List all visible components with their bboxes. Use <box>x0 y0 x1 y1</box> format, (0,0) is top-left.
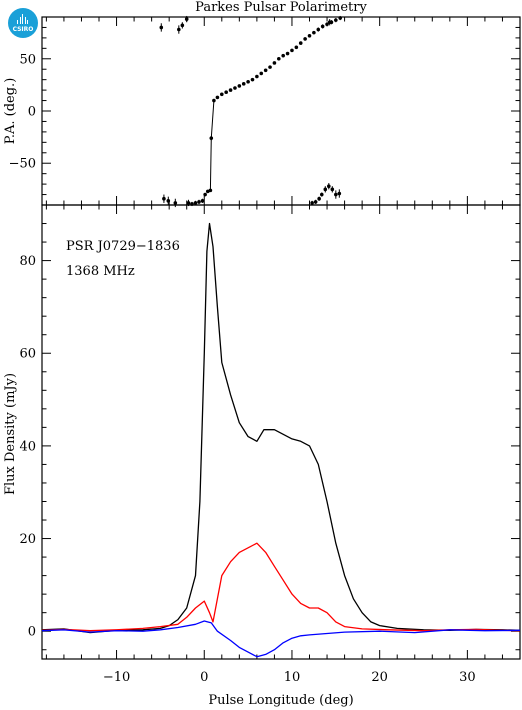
profile-y-tick-label: 60 <box>19 347 36 362</box>
chart-title: Parkes Pulsar Polarimetry <box>195 0 367 15</box>
pa-point <box>313 200 318 204</box>
pa-point <box>177 27 181 32</box>
pa-point <box>334 18 338 22</box>
pa-point <box>180 23 185 28</box>
pa-frame <box>41 16 521 206</box>
pa-y-tick-label: 0 <box>28 105 36 120</box>
pa-point <box>320 24 325 29</box>
pa-point <box>250 77 255 82</box>
pa-point <box>263 68 268 73</box>
pa-panel: −50 0 50 P.A. (deg.) <box>3 15 521 208</box>
pa-point <box>166 199 171 203</box>
linear-polarization-line <box>41 542 521 632</box>
profile-x-tick-label: 20 <box>371 670 388 685</box>
logo-bars-icon <box>17 14 29 24</box>
pa-axis-label: P.A. (deg.) <box>3 78 18 145</box>
pa-point <box>317 196 321 201</box>
pa-point <box>193 201 198 205</box>
pa-point <box>184 17 189 21</box>
pa-point <box>228 88 233 92</box>
pa-point <box>233 86 237 90</box>
profile-x-tick-label: −10 <box>103 670 130 685</box>
pa-point <box>338 16 343 20</box>
pa-point <box>330 187 335 192</box>
pa-point <box>272 61 277 65</box>
pa-point <box>259 71 264 76</box>
csiro-logo: CSIRO <box>8 8 38 38</box>
pa-point <box>312 30 316 35</box>
pa-point <box>325 22 329 27</box>
pa-jump-line <box>209 100 215 191</box>
pa-point <box>237 84 242 88</box>
profile-x-tick-label: 10 <box>284 670 301 685</box>
pa-point <box>241 82 246 86</box>
pa-y-tick-label: −50 <box>9 157 36 172</box>
profile-y-tick-label: 80 <box>19 254 36 269</box>
total-intensity-line <box>41 222 521 634</box>
pa-y-tick-label: 50 <box>19 52 36 67</box>
profile-panel: 0 20 40 60 80 −10 0 10 20 30 Flux Density (mJy) P… <box>3 204 521 708</box>
pa-point <box>159 25 164 30</box>
pa-point <box>316 27 321 32</box>
pa-point <box>334 192 338 197</box>
pa-point <box>294 45 299 50</box>
pa-point <box>327 184 331 188</box>
profile-x-tick-label: 0 <box>200 670 208 685</box>
pa-point <box>303 37 307 41</box>
pa-point <box>337 191 342 196</box>
pa-point <box>162 196 166 201</box>
pa-point <box>224 90 228 94</box>
pa-point <box>246 79 250 84</box>
pa-point <box>281 53 285 58</box>
profile-frame <box>41 204 521 660</box>
pa-point <box>285 51 290 56</box>
profile-x-tick-label: 30 <box>459 670 476 685</box>
pulsar-name-label: PSR J0729−1836 <box>66 239 180 254</box>
pa-point <box>268 65 272 69</box>
pa-point <box>310 201 314 205</box>
pa-point <box>307 34 312 38</box>
pa-point <box>323 187 328 192</box>
pa-point <box>219 92 224 97</box>
pa-point <box>277 56 281 61</box>
pa-point <box>203 192 207 197</box>
flux-axis-label: Flux Density (mJy) <box>3 373 18 495</box>
profile-y-tick-label: 20 <box>19 532 36 547</box>
pa-point <box>173 201 178 205</box>
profile-y-tick-label: 0 <box>28 625 36 640</box>
pa-point <box>327 20 332 25</box>
pa-point <box>290 48 294 53</box>
pa-point <box>200 199 205 203</box>
pa-point <box>197 200 201 204</box>
pa-point <box>215 95 220 100</box>
profile-y-tick-label: 40 <box>19 439 36 454</box>
pa-point <box>186 201 191 205</box>
longitude-axis-label: Pulse Longitude (deg) <box>208 693 353 708</box>
frequency-label: 1368 MHz <box>66 264 135 279</box>
pa-point <box>255 74 259 79</box>
circular-polarization-line <box>41 620 521 658</box>
logo-text: CSIRO <box>12 26 34 33</box>
pa-point <box>298 41 303 45</box>
pa-point <box>319 192 324 197</box>
